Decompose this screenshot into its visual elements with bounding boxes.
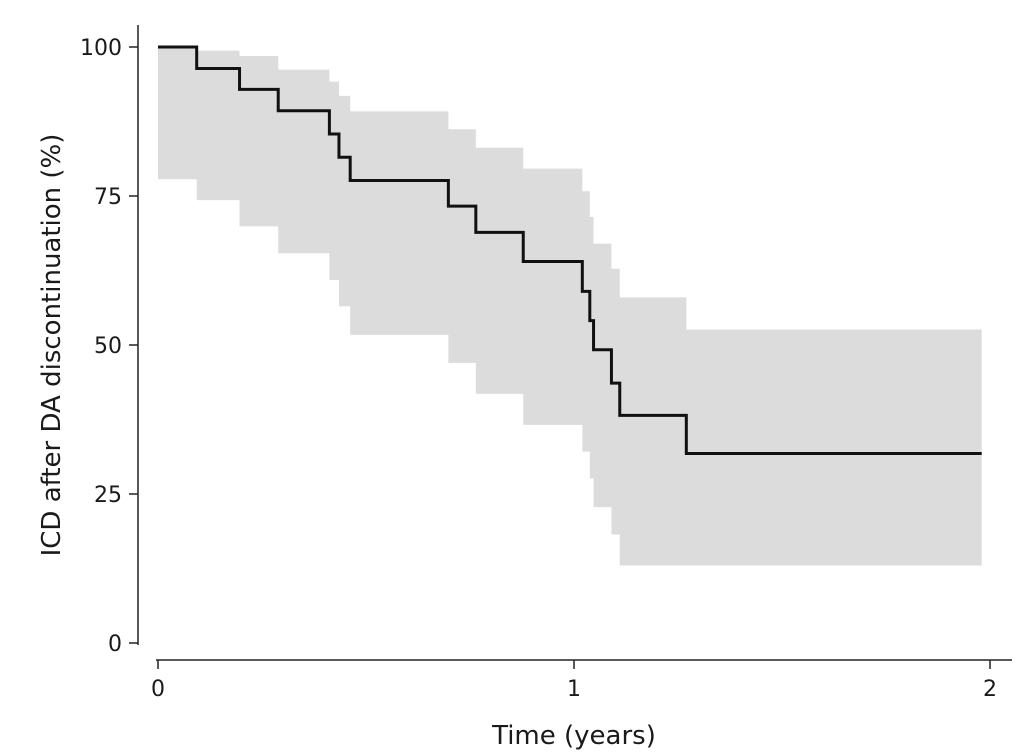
confidence-band-layer <box>158 47 982 566</box>
y-tick-label: 25 <box>94 483 122 508</box>
y-ticks: 0 25 50 75 100 <box>80 36 138 657</box>
y-axis-title: ICD after DA discontinuation (%) <box>37 134 67 557</box>
axes <box>137 25 1012 661</box>
y-tick-label: 75 <box>94 185 122 210</box>
survival-line-layer <box>158 45 982 455</box>
x-ticks: 0 1 2 <box>151 660 997 702</box>
y-tick-label: 100 <box>80 36 122 61</box>
x-tick-label: 2 <box>983 677 997 702</box>
confidence-band <box>158 47 982 566</box>
y-tick-label: 0 <box>108 632 122 657</box>
x-tick-label: 0 <box>151 677 165 702</box>
x-tick-label: 1 <box>567 677 581 702</box>
x-axis-title: Time (years) <box>491 721 656 751</box>
y-tick-label: 50 <box>94 334 122 359</box>
survival-step-line <box>158 45 982 455</box>
